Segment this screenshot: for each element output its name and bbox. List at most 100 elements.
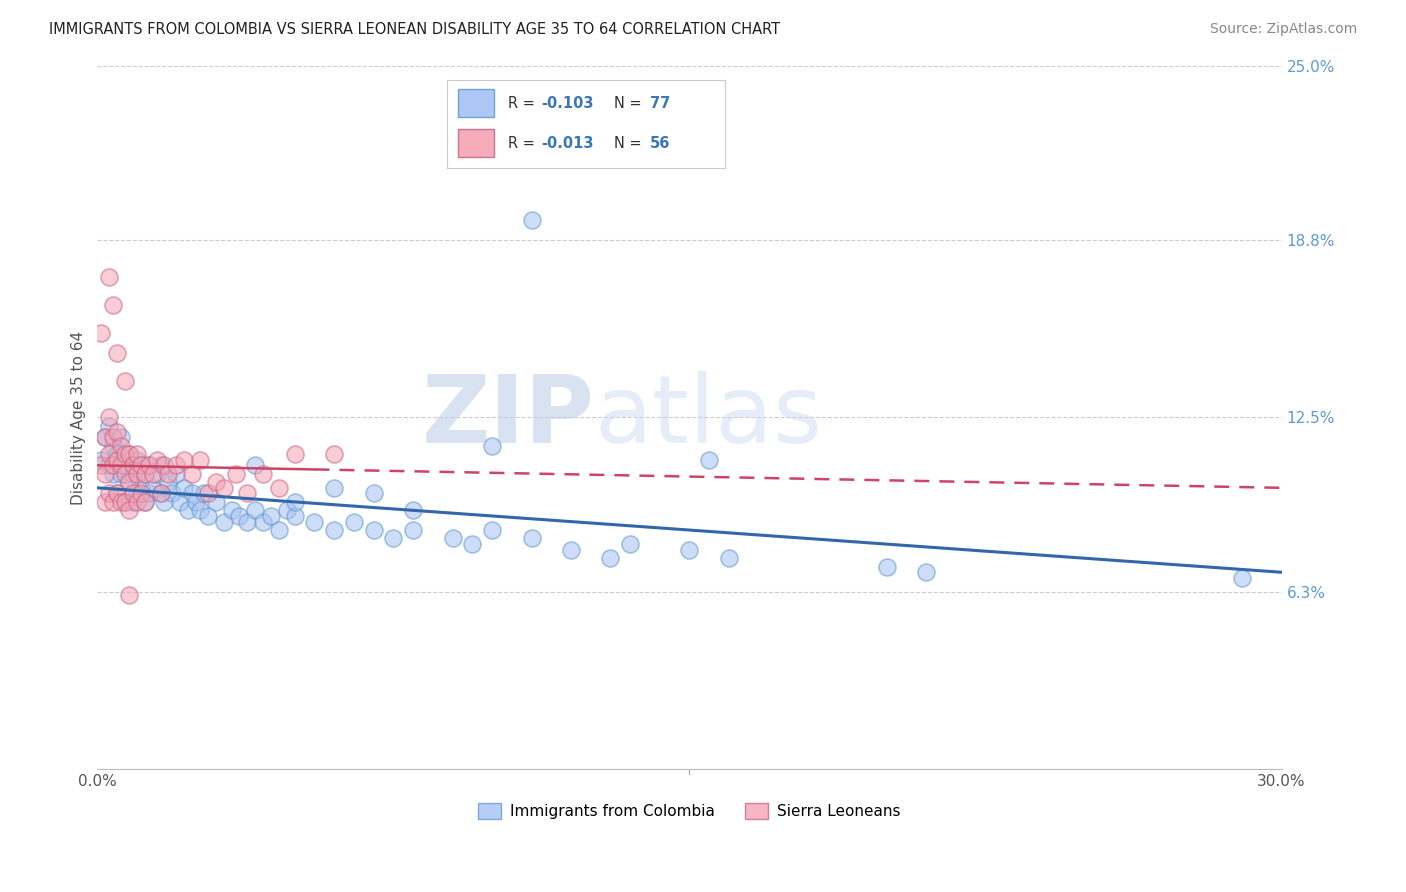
Point [717, 551, 740, 566]
Point [122, 458, 145, 473]
Text: atlas: atlas [595, 371, 823, 464]
Point [323, 447, 346, 461]
Point [481, 439, 503, 453]
Point [138, 486, 160, 500]
Text: Source: ZipAtlas.com: Source: ZipAtlas.com [1209, 22, 1357, 37]
Point [599, 551, 621, 566]
Point [122, 495, 145, 509]
Point [267, 523, 290, 537]
Point [118, 475, 141, 490]
Point [98, 458, 121, 473]
Point [193, 486, 215, 500]
Point [204, 475, 226, 490]
Point [98, 447, 121, 461]
Point [98, 486, 121, 500]
Point [101, 458, 124, 473]
Point [105, 452, 128, 467]
Point [382, 532, 405, 546]
Point [323, 481, 346, 495]
Point [343, 515, 366, 529]
Point [245, 503, 267, 517]
Point [138, 458, 160, 473]
Point [276, 503, 298, 517]
Point [134, 495, 156, 509]
Point [177, 503, 200, 517]
Point [129, 458, 152, 473]
Point [98, 269, 121, 284]
Point [114, 495, 136, 509]
Point [224, 467, 246, 481]
Point [184, 495, 207, 509]
Legend: Immigrants from Colombia, Sierra Leoneans: Immigrants from Colombia, Sierra Leonean… [472, 797, 907, 825]
Point [110, 439, 132, 453]
Point [98, 410, 121, 425]
Point [134, 467, 156, 481]
Point [145, 467, 167, 481]
Point [252, 515, 274, 529]
Point [125, 452, 148, 467]
Point [110, 495, 132, 509]
Point [157, 475, 180, 490]
Point [162, 486, 184, 500]
Point [118, 447, 141, 461]
Point [129, 458, 152, 473]
Point [94, 430, 117, 444]
Point [173, 452, 195, 467]
Point [129, 486, 152, 500]
Point [110, 430, 132, 444]
Point [876, 559, 898, 574]
Point [165, 467, 187, 481]
Point [221, 503, 243, 517]
Point [129, 481, 152, 495]
Point [149, 486, 172, 500]
Point [228, 508, 250, 523]
Point [101, 439, 124, 453]
Point [138, 458, 160, 473]
Point [122, 486, 145, 500]
Point [105, 486, 128, 500]
Point [252, 467, 274, 481]
Point [402, 523, 425, 537]
Point [402, 503, 425, 517]
Point [153, 458, 176, 473]
Point [323, 523, 346, 537]
Point [520, 213, 543, 227]
Text: IMMIGRANTS FROM COLOMBIA VS SIERRA LEONEAN DISABILITY AGE 35 TO 64 CORRELATION C: IMMIGRANTS FROM COLOMBIA VS SIERRA LEONE… [49, 22, 780, 37]
Point [118, 503, 141, 517]
Point [619, 537, 641, 551]
Point [915, 566, 938, 580]
Point [142, 481, 165, 495]
Point [90, 452, 112, 467]
Point [94, 495, 117, 509]
Point [188, 452, 211, 467]
Point [105, 486, 128, 500]
Point [165, 458, 187, 473]
Point [153, 495, 176, 509]
Point [181, 467, 204, 481]
Point [169, 495, 191, 509]
Y-axis label: Disability Age 35 to 64: Disability Age 35 to 64 [72, 330, 86, 505]
Point [125, 447, 148, 461]
Point [245, 458, 267, 473]
Point [110, 458, 132, 473]
Point [110, 467, 132, 481]
Point [98, 418, 121, 433]
Text: ZIP: ZIP [422, 371, 595, 464]
Point [441, 532, 464, 546]
Point [101, 430, 124, 444]
Point [461, 537, 484, 551]
Point [1230, 571, 1253, 585]
Point [105, 447, 128, 461]
Point [212, 481, 235, 495]
Point [94, 430, 117, 444]
Point [101, 298, 124, 312]
Point [212, 515, 235, 529]
Point [94, 467, 117, 481]
Point [118, 588, 141, 602]
Point [114, 458, 136, 473]
Point [284, 495, 307, 509]
Point [304, 515, 326, 529]
Point [560, 542, 582, 557]
Point [173, 481, 195, 495]
Point [267, 481, 290, 495]
